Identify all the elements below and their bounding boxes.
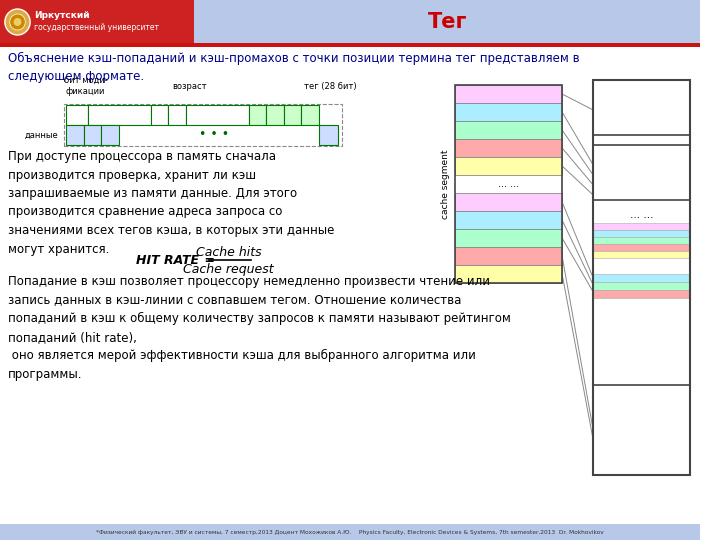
Bar: [593, 385, 690, 475]
Bar: [455, 193, 562, 211]
Text: Устройство срав-
нения адреса: Устройство срав- нения адреса: [189, 110, 246, 120]
Text: государственный университет: государственный университет: [34, 23, 159, 31]
Circle shape: [14, 18, 22, 26]
Text: M: M: [72, 110, 81, 120]
Bar: [66, 105, 88, 125]
Text: ... ...: ... ...: [498, 179, 519, 189]
Bar: [186, 105, 249, 125]
Circle shape: [10, 14, 25, 30]
Text: cache line 2: cache line 2: [479, 233, 539, 242]
Bar: [593, 80, 690, 475]
Text: При доступе процессора в память сначала
производится проверка, хранит ли кэш
зап: При доступе процессора в память сначала …: [8, 150, 334, 255]
Text: данные: данные: [24, 131, 58, 139]
Bar: [455, 139, 562, 157]
Text: O₂: O₂: [171, 110, 183, 120]
Text: Устройство уве-
личения возраста: Устройство уве- личения возраста: [89, 110, 148, 120]
Text: Иркутский: Иркутский: [34, 11, 90, 21]
Bar: [593, 80, 690, 135]
Text: cache line n-3: cache line n-3: [474, 144, 544, 152]
Text: memory
segment
m-1: memory segment m-1: [623, 157, 661, 188]
Bar: [0, 524, 700, 540]
Text: A₃: A₃: [287, 110, 298, 120]
Bar: [593, 223, 690, 230]
Bar: [249, 105, 266, 125]
Bar: [284, 105, 302, 125]
Bar: [455, 265, 562, 283]
Bar: [455, 247, 562, 265]
Bar: [266, 105, 284, 125]
Bar: [593, 251, 690, 258]
Text: cache line 0: cache line 0: [479, 269, 539, 279]
Text: A₁: A₁: [253, 110, 263, 120]
Bar: [455, 121, 562, 139]
Text: D₁₅: D₁₅: [321, 130, 336, 140]
Text: cache line n: cache line n: [479, 90, 539, 98]
Text: бит моди-
фикации: бит моди- фикации: [63, 77, 107, 96]
Bar: [150, 105, 168, 125]
Bar: [455, 85, 562, 103]
Bar: [168, 105, 186, 125]
Bar: [64, 104, 342, 146]
Text: Попадание в кэш позволяет процессору немедленно произвести чтение или
запись дан: Попадание в кэш позволяет процессору нем…: [8, 275, 510, 381]
Text: Cache request: Cache request: [183, 262, 274, 275]
Bar: [319, 125, 338, 145]
Text: cache line n-1: cache line n-1: [474, 107, 544, 117]
Text: cache line n-4: cache line n-4: [474, 161, 544, 171]
Bar: [455, 103, 562, 121]
Bar: [0, 0, 194, 43]
Bar: [593, 237, 690, 244]
Text: D₁: D₁: [86, 130, 98, 140]
Text: cache line 3: cache line 3: [479, 215, 539, 225]
Text: Объяснение кэш-попаданий и кэш-промахов с точки позиции термина тег представляем: Объяснение кэш-попаданий и кэш-промахов …: [8, 52, 580, 83]
Text: HIT RATE: HIT RATE: [136, 253, 199, 267]
Text: D₀: D₀: [69, 130, 81, 140]
Text: возраст: возраст: [172, 82, 207, 91]
Text: • • •: • • •: [199, 129, 229, 141]
Text: тег (28 бит): тег (28 бит): [305, 82, 357, 91]
Text: *Физический факультет, ЭВУ и системы, 7 семестр,2013 Доцент Мохожиков А.Ю.    Ph: *Физический факультет, ЭВУ и системы, 7 …: [96, 529, 604, 535]
Text: memory
segment
m: memory segment m: [623, 92, 661, 124]
Text: cache segment: cache segment: [441, 149, 450, 219]
Bar: [593, 244, 690, 251]
Text: A₄: A₄: [305, 110, 315, 120]
Bar: [66, 125, 84, 145]
Text: O₁: O₁: [154, 110, 165, 120]
Bar: [88, 105, 150, 125]
Bar: [194, 0, 700, 43]
Bar: [455, 157, 562, 175]
Bar: [0, 43, 700, 47]
Text: cache line 1: cache line 1: [479, 252, 539, 260]
Text: A₂: A₂: [270, 110, 281, 120]
Bar: [455, 85, 562, 283]
Text: Тег: Тег: [428, 12, 467, 32]
Bar: [455, 211, 562, 229]
Text: cache line 4: cache line 4: [479, 198, 539, 206]
Bar: [593, 274, 690, 282]
Text: =: =: [200, 253, 215, 267]
Bar: [593, 145, 690, 200]
Bar: [84, 125, 101, 145]
Bar: [593, 282, 690, 290]
Text: ... ...: ... ...: [630, 210, 654, 220]
Text: D₂: D₂: [104, 130, 116, 140]
Bar: [101, 125, 119, 145]
Text: Cache hits: Cache hits: [196, 246, 261, 259]
Text: memory
segment
0: memory segment 0: [623, 414, 661, 446]
Bar: [455, 229, 562, 247]
Bar: [302, 105, 319, 125]
Bar: [593, 230, 690, 237]
Bar: [593, 290, 690, 298]
Circle shape: [5, 9, 30, 35]
Text: cache line n-2: cache line n-2: [474, 125, 544, 134]
Text: ... ...: ... ...: [630, 268, 654, 278]
